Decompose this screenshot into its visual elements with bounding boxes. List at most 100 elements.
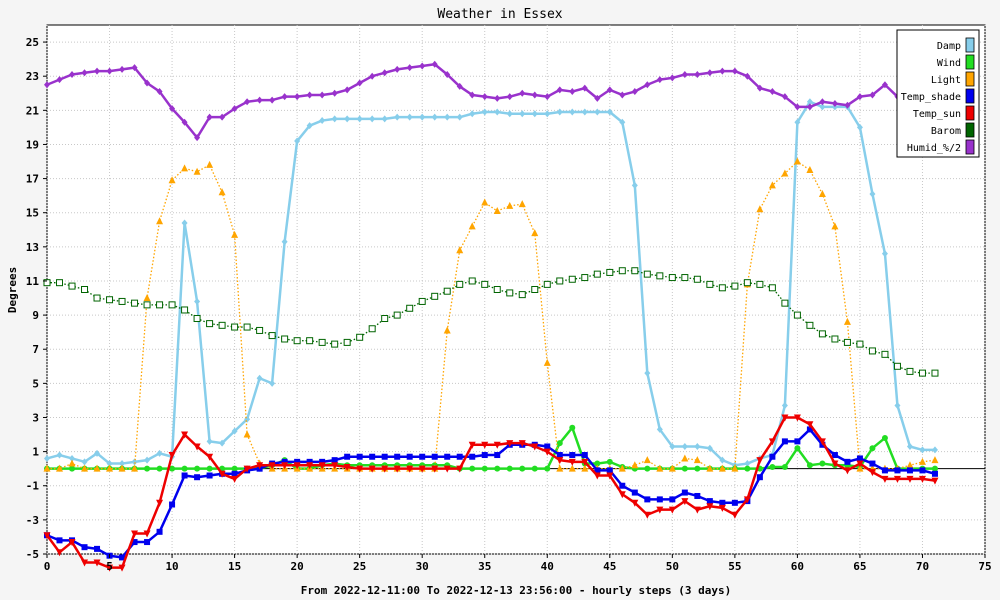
wind-point	[681, 465, 688, 472]
damp-point	[444, 113, 451, 121]
wind-point	[594, 460, 601, 467]
x-axis-ticks: 0 5 10 15 20 25 30 35 40 45 50 55 60 65 70 75	[44, 554, 992, 573]
damp-point	[369, 115, 376, 123]
light-point	[856, 464, 864, 472]
temp-shade-point	[381, 453, 388, 460]
damp-point	[869, 190, 876, 198]
light-point	[518, 200, 526, 208]
temp-shade-point	[619, 482, 626, 489]
wind-point	[69, 465, 76, 472]
legend-label-barom: Barom	[931, 126, 961, 137]
temp-sun-point	[181, 431, 189, 439]
temp-shade-point	[719, 499, 726, 506]
damp-point	[256, 374, 263, 382]
light-point	[681, 454, 689, 462]
damp-point	[594, 108, 601, 116]
barom-point	[793, 311, 801, 319]
light-point	[631, 461, 639, 469]
wind-point	[519, 465, 526, 472]
damp-point	[219, 439, 226, 447]
barom-point	[331, 340, 339, 348]
light-point	[106, 464, 114, 472]
legend-label-temp-shade: Temp_shade	[901, 92, 961, 103]
x-axis-label: From 2022-12-11:00 To 2022-12-13 23:56:0…	[301, 584, 731, 597]
humid-2-point	[106, 67, 113, 75]
legend-label-light: Light	[931, 75, 961, 86]
damp-point	[894, 402, 901, 410]
temp-sun-point	[681, 498, 689, 506]
damp-point	[781, 402, 788, 410]
temp-sun-point	[343, 463, 351, 471]
damp-point	[381, 115, 388, 123]
wind-point	[794, 445, 801, 452]
temp-shade-point	[94, 545, 101, 552]
humid-2-point	[306, 91, 313, 99]
temp-shade-point	[144, 539, 151, 546]
light-point	[68, 459, 76, 467]
damp-point	[119, 460, 126, 468]
light-point	[768, 181, 776, 189]
temp-sun-point	[243, 465, 251, 473]
temp-sun-point	[918, 475, 926, 483]
humid-2-point	[81, 69, 88, 77]
temp-sun-point	[68, 539, 76, 547]
temp-sun-point	[81, 559, 89, 567]
temp-shade-point	[694, 492, 701, 499]
light-point	[618, 464, 626, 472]
barom-point	[656, 272, 664, 280]
humid-2-point	[631, 88, 638, 96]
damp-point	[819, 103, 826, 111]
temp-sun-point	[906, 475, 914, 483]
barom-point	[818, 330, 826, 338]
humid-2-point	[681, 70, 688, 78]
humid-2-point	[544, 93, 551, 101]
damp-point	[519, 110, 526, 118]
temp-shade-point	[869, 460, 876, 467]
wind-point	[169, 465, 176, 472]
barom-point	[393, 311, 401, 319]
barom-point	[268, 332, 276, 340]
temp-shade-point	[481, 452, 488, 459]
y-tick-label: -5	[26, 548, 39, 561]
temp-sun-point	[143, 530, 151, 538]
x-tick-label: 75	[978, 560, 991, 573]
light-point	[56, 464, 64, 472]
damp-point	[506, 110, 513, 118]
light-point	[43, 464, 51, 472]
temp-shade-point	[631, 489, 638, 496]
damp-point	[319, 117, 326, 125]
temp-shade-point	[319, 458, 326, 465]
temp-sun-point	[856, 460, 864, 468]
temp-sun-point	[443, 465, 451, 473]
temp-shade-point	[156, 528, 163, 535]
barom-point	[381, 315, 389, 323]
damp-point	[81, 458, 88, 466]
barom-point	[131, 299, 139, 307]
temp-shade-point	[656, 496, 663, 503]
humid-2-point	[581, 84, 588, 92]
series-temp-sun	[43, 414, 939, 572]
light-point	[693, 456, 701, 464]
light-point	[543, 358, 551, 366]
humid-2-point	[469, 91, 476, 99]
temp-shade-point	[369, 453, 376, 460]
barom-point	[368, 325, 376, 333]
damp-point	[94, 449, 101, 457]
wind-point	[531, 465, 538, 472]
humid-2-point	[869, 91, 876, 99]
wind-point	[569, 424, 576, 431]
barom-point	[281, 335, 289, 343]
temp-sun-point	[818, 438, 826, 446]
temp-shade-point	[231, 470, 238, 477]
temp-sun-point	[431, 465, 439, 473]
temp-shade-point	[419, 453, 426, 460]
light-point	[181, 164, 189, 172]
barom-point	[68, 282, 76, 290]
barom-point	[543, 280, 551, 288]
temp-sun-point	[268, 462, 276, 470]
light-point	[193, 167, 201, 175]
barom-point	[606, 268, 614, 276]
wind-point	[881, 434, 888, 441]
barom-point	[593, 270, 601, 278]
humid-2-point	[56, 76, 63, 84]
